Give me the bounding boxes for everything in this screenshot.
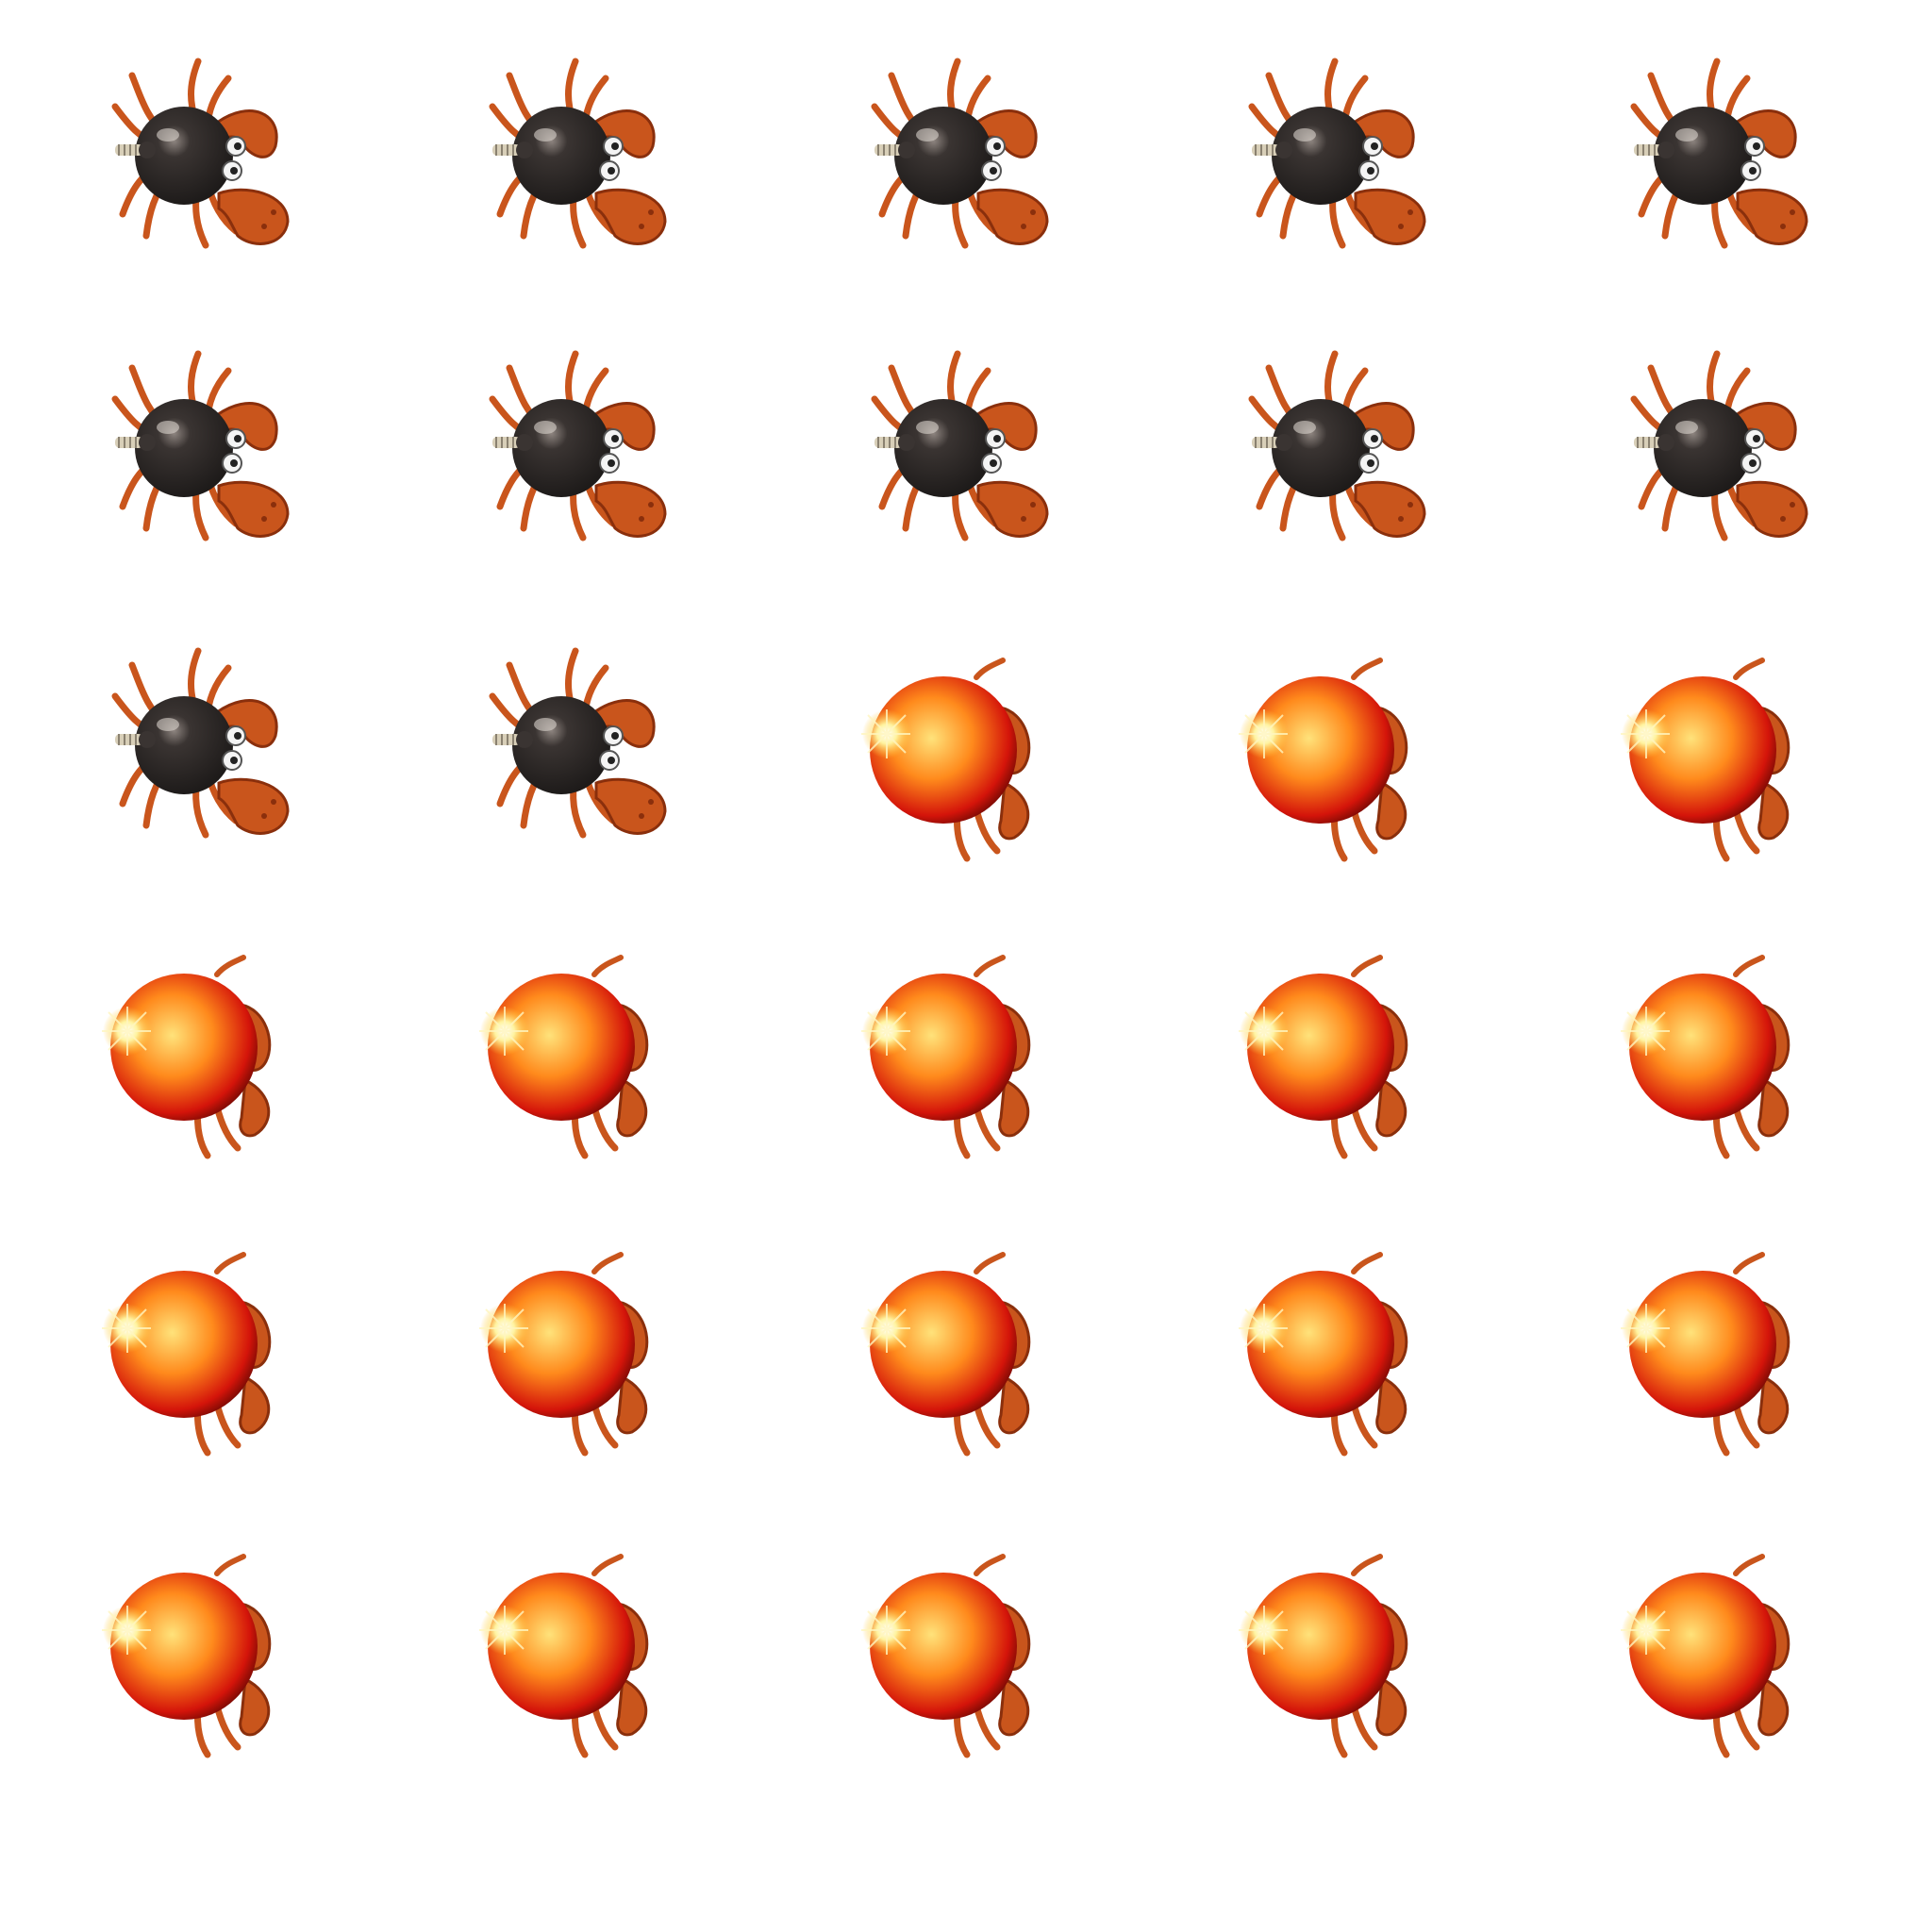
glowing-crab-bomb-sprite-icon bbox=[1193, 623, 1439, 868]
crab-bomb-sprite-icon bbox=[57, 623, 302, 868]
glowing-crab-bomb-sprite-icon bbox=[1193, 1217, 1439, 1462]
glowing-crab-bomb-sprite-icon bbox=[1575, 1217, 1821, 1462]
crab-bomb-sprite-icon bbox=[1193, 325, 1439, 571]
crab-bomb-sprite-icon bbox=[57, 325, 302, 571]
crab-bomb-sprite-icon bbox=[816, 325, 1061, 571]
crab-bomb-sprite-icon bbox=[1193, 33, 1439, 278]
glowing-crab-bomb-sprite-icon bbox=[434, 1519, 679, 1764]
glowing-crab-bomb-sprite-icon bbox=[816, 623, 1061, 868]
glowing-crab-bomb-sprite-icon bbox=[1193, 1519, 1439, 1764]
glowing-crab-bomb-sprite-icon bbox=[57, 1519, 302, 1764]
crab-bomb-sprite-icon bbox=[1575, 33, 1821, 278]
glowing-crab-bomb-sprite-icon bbox=[57, 920, 302, 1165]
glowing-crab-bomb-sprite-icon bbox=[816, 1217, 1061, 1462]
glowing-crab-bomb-sprite-icon bbox=[1193, 920, 1439, 1165]
crab-bomb-sprite-icon bbox=[57, 33, 302, 278]
crab-bomb-sprite-icon bbox=[434, 325, 679, 571]
glowing-crab-bomb-sprite-icon bbox=[816, 920, 1061, 1165]
glowing-crab-bomb-sprite-icon bbox=[434, 1217, 679, 1462]
glowing-crab-bomb-sprite-icon bbox=[1575, 623, 1821, 868]
glowing-crab-bomb-sprite-icon bbox=[1575, 1519, 1821, 1764]
glowing-crab-bomb-sprite-icon bbox=[816, 1519, 1061, 1764]
crab-bomb-sprite-icon bbox=[1575, 325, 1821, 571]
glowing-crab-bomb-sprite-icon bbox=[434, 920, 679, 1165]
crab-bomb-sprite-icon bbox=[816, 33, 1061, 278]
crab-bomb-sprite-icon bbox=[434, 623, 679, 868]
crab-bomb-sprite-icon bbox=[434, 33, 679, 278]
glowing-crab-bomb-sprite-icon bbox=[1575, 920, 1821, 1165]
glowing-crab-bomb-sprite-icon bbox=[57, 1217, 302, 1462]
